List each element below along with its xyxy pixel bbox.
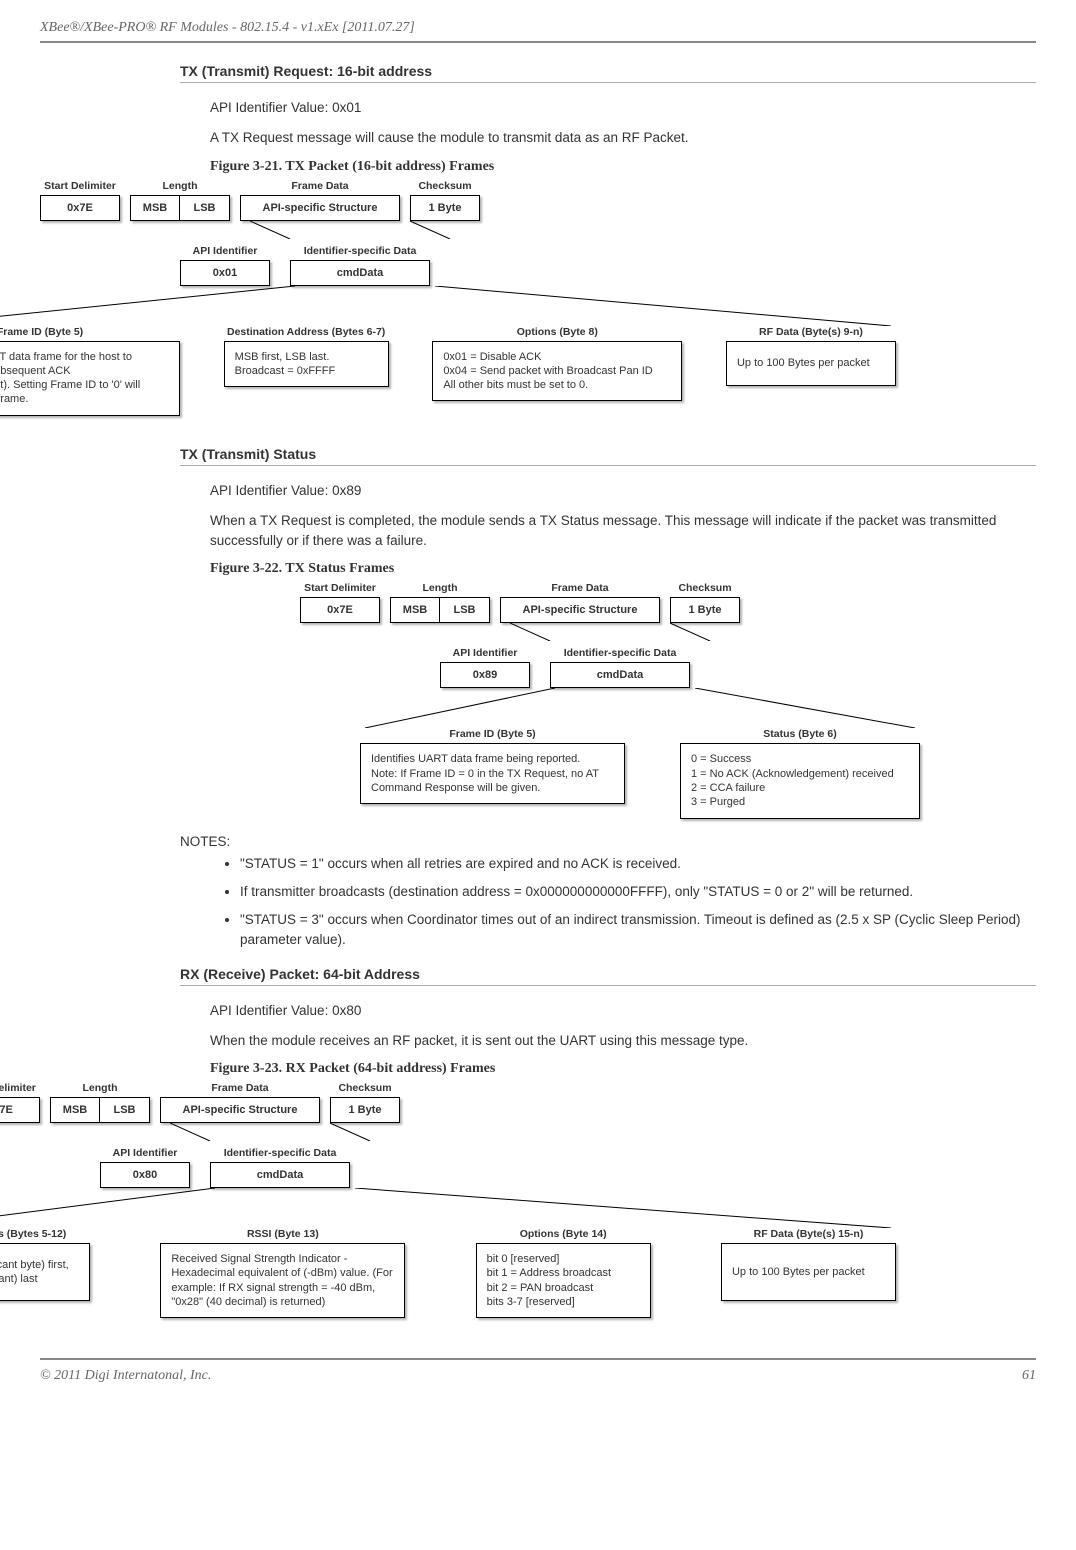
- cell-msb: MSB: [50, 1097, 100, 1123]
- cell-frame-data: API-specific Structure: [160, 1097, 320, 1123]
- api-id-line: API Identifier Value: 0x89: [210, 481, 1036, 501]
- note-item: If transmitter broadcasts (destination a…: [240, 882, 1036, 902]
- leaf-title-dest-addr: Destination Address (Bytes 6-7): [227, 326, 385, 338]
- cell-lsb: LSB: [440, 597, 490, 623]
- label-frame-data: Frame Data: [551, 582, 608, 594]
- section-title-tx-status: TX (Transmit) Status: [180, 446, 1036, 466]
- label-length: Length: [163, 180, 198, 192]
- connector: [510, 623, 910, 641]
- label-id-specific-data: Identifier-specific Data: [564, 647, 677, 659]
- leaf-title-source-addr: Source Address (Bytes 5-12): [0, 1228, 66, 1240]
- notes-list: "STATUS = 1" occurs when all retries are…: [200, 854, 1036, 951]
- note-item: "STATUS = 3" occurs when Coordinator tim…: [240, 910, 1036, 951]
- connector: [0, 1188, 896, 1228]
- label-start-delimiter: Start Delimiter: [0, 1082, 36, 1094]
- label-frame-data: Frame Data: [291, 180, 348, 192]
- label-length: Length: [83, 1082, 118, 1094]
- tx-packet-16-diagram: Start Delimiter 0x7E Length MSB LSB Fram…: [0, 180, 896, 416]
- leaf-title-frame-id: Frame ID (Byte 5): [449, 728, 535, 740]
- cell-msb: MSB: [390, 597, 440, 623]
- cell-checksum: 1 Byte: [670, 597, 740, 623]
- note-item: "STATUS = 1" occurs when all retries are…: [240, 854, 1036, 874]
- body-text: When a TX Request is completed, the modu…: [210, 511, 1036, 552]
- doc-header: XBee®/XBee-PRO® RF Modules - 802.15.4 - …: [40, 20, 1036, 43]
- cell-checksum: 1 Byte: [410, 195, 480, 221]
- cell-frame-data: API-specific Structure: [500, 597, 660, 623]
- label-start-delimiter: Start Delimiter: [44, 180, 116, 192]
- figure-caption: Figure 3-23. RX Packet (64-bit address) …: [210, 1061, 1036, 1077]
- leaf-body: Up to 100 Bytes per packet: [726, 341, 896, 386]
- leaf-body: bit 0 [reserved] bit 1 = Address broadca…: [476, 1243, 651, 1318]
- label-frame-data: Frame Data: [211, 1082, 268, 1094]
- label-start-delimiter: Start Delimiter: [304, 582, 376, 594]
- cell-start-delim: 0x7E: [0, 1097, 40, 1123]
- tx-status-diagram: Start Delimiter 0x7E Length MSB LSB Fram…: [300, 582, 1036, 818]
- footer-page-number: 61: [1022, 1368, 1036, 1384]
- leaf-title-frame-id: Frame ID (Byte 5): [0, 326, 83, 338]
- label-checksum: Checksum: [678, 582, 731, 594]
- leaf-title-rssi: RSSI (Byte 13): [247, 1228, 319, 1240]
- leaf-body: 0x01 = Disable ACK 0x04 = Send packet wi…: [432, 341, 682, 402]
- leaf-title-options: Options (Byte 14): [520, 1228, 607, 1240]
- connector: [250, 221, 650, 239]
- label-checksum: Checksum: [418, 180, 471, 192]
- cell-api-id: 0x80: [100, 1162, 190, 1188]
- cell-lsb: LSB: [180, 195, 230, 221]
- label-api-id: API Identifier: [193, 245, 258, 257]
- body-text: When the module receives an RF packet, i…: [210, 1031, 1036, 1051]
- cell-cmddata: cmdData: [290, 260, 430, 286]
- connector: [360, 688, 920, 728]
- cell-checksum: 1 Byte: [330, 1097, 400, 1123]
- leaf-body: Identifies UART data frame being reporte…: [360, 743, 625, 804]
- cell-frame-data: API-specific Structure: [240, 195, 400, 221]
- rx-packet-64-diagram: Start Delimiter 0x7E Length MSB LSB Fram…: [0, 1082, 896, 1318]
- body-text: A TX Request message will cause the modu…: [210, 128, 1036, 148]
- connector: [0, 286, 896, 326]
- cell-msb: MSB: [130, 195, 180, 221]
- cell-lsb: LSB: [100, 1097, 150, 1123]
- leaf-body: Identifies the UART data frame for the h…: [0, 341, 180, 416]
- leaf-title-rf-data: RF Data (Byte(s) 9-n): [759, 326, 863, 338]
- cell-cmddata: cmdData: [550, 662, 690, 688]
- leaf-body: MSB first, LSB last. Broadcast = 0xFFFF: [224, 341, 389, 388]
- leaf-body: Received Signal Strength Indicator - Hex…: [160, 1243, 405, 1318]
- leaf-title-rf-data: RF Data (Byte(s) 15-n): [754, 1228, 864, 1240]
- label-length: Length: [423, 582, 458, 594]
- section-title-tx-request: TX (Transmit) Request: 16-bit address: [180, 63, 1036, 83]
- footer-copyright: © 2011 Digi Internatonal, Inc.: [40, 1368, 211, 1384]
- figure-caption: Figure 3-21. TX Packet (16-bit address) …: [210, 159, 1036, 175]
- notes-label: NOTES:: [180, 834, 1036, 849]
- label-api-id: API Identifier: [113, 1147, 178, 1159]
- cell-start-delim: 0x7E: [300, 597, 380, 623]
- cell-api-id: 0x89: [440, 662, 530, 688]
- label-api-id: API Identifier: [453, 647, 518, 659]
- label-id-specific-data: Identifier-specific Data: [304, 245, 417, 257]
- label-id-specific-data: Identifier-specific Data: [224, 1147, 337, 1159]
- leaf-body: MSB (most significant byte) first, LSB (…: [0, 1243, 90, 1301]
- section-title-rx-packet: RX (Receive) Packet: 64-bit Address: [180, 966, 1036, 986]
- leaf-title-options: Options (Byte 8): [517, 326, 598, 338]
- api-id-line: API Identifier Value: 0x01: [210, 98, 1036, 118]
- cell-api-id: 0x01: [180, 260, 270, 286]
- figure-caption: Figure 3-22. TX Status Frames: [210, 561, 1036, 577]
- label-checksum: Checksum: [338, 1082, 391, 1094]
- leaf-title-status: Status (Byte 6): [763, 728, 837, 740]
- connector: [170, 1123, 570, 1141]
- cell-start-delim: 0x7E: [40, 195, 120, 221]
- api-id-line: API Identifier Value: 0x80: [210, 1001, 1036, 1021]
- leaf-body: 0 = Success 1 = No ACK (Acknowledgement)…: [680, 743, 920, 818]
- cell-cmddata: cmdData: [210, 1162, 350, 1188]
- leaf-body: Up to 100 Bytes per packet: [721, 1243, 896, 1301]
